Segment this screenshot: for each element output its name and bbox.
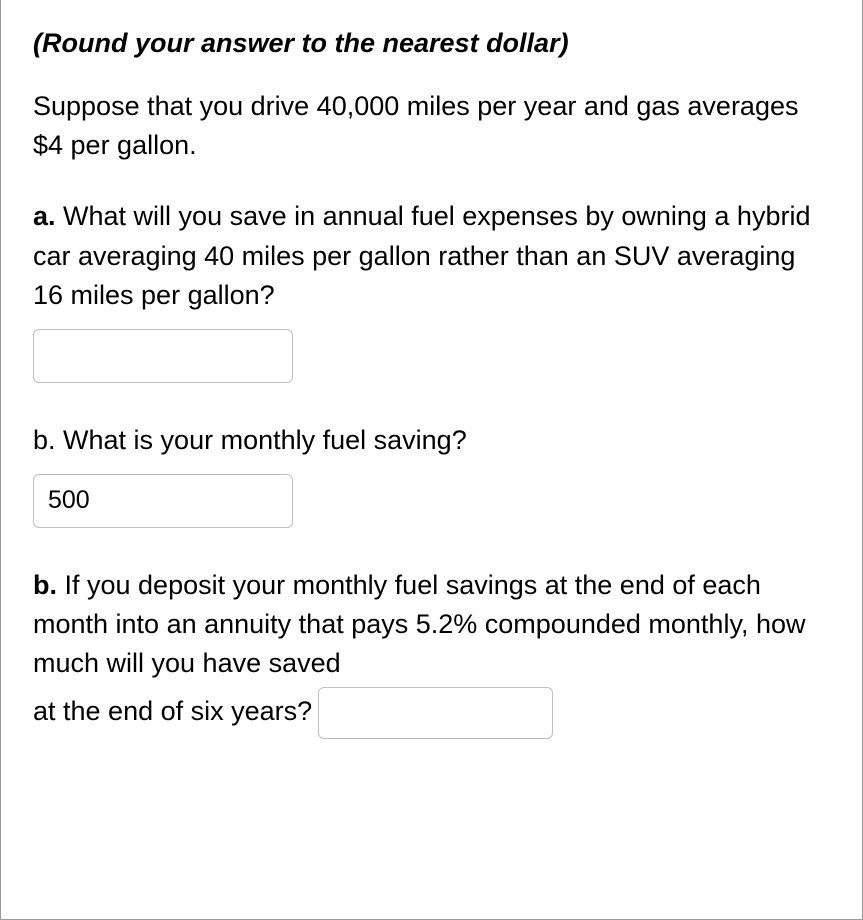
label-b2: b. <box>33 570 57 600</box>
rounding-instruction: (Round your answer to the nearest dollar… <box>33 24 830 63</box>
question-panel: (Round your answer to the nearest dollar… <box>0 0 863 920</box>
problem-setup: Suppose that you drive 40,000 miles per … <box>33 87 830 165</box>
question-a-text: a. What will you save in annual fuel exp… <box>33 197 830 314</box>
question-b2-last-line: at the end of six years? <box>33 683 830 740</box>
question-a: a. What will you save in annual fuel exp… <box>33 197 830 382</box>
question-b1: b. What is your monthly fuel saving? <box>33 421 830 528</box>
answer-input-a[interactable] <box>33 329 293 383</box>
question-b1-text: b. What is your monthly fuel saving? <box>33 421 830 460</box>
question-b2-text: b. If you deposit your monthly fuel savi… <box>33 566 830 683</box>
question-b2: b. If you deposit your monthly fuel savi… <box>33 566 830 740</box>
label-b1: b. <box>33 425 63 455</box>
question-a-body: What will you save in annual fuel expens… <box>33 201 810 309</box>
question-b2-body-1: If you deposit your monthly fuel savings… <box>33 570 805 678</box>
answer-input-b1[interactable] <box>33 474 293 528</box>
answer-input-b2[interactable] <box>318 687 553 739</box>
label-a: a. <box>33 201 56 231</box>
question-b1-body: What is your monthly fuel saving? <box>63 425 467 455</box>
question-b2-body-2: at the end of six years? <box>33 696 312 726</box>
